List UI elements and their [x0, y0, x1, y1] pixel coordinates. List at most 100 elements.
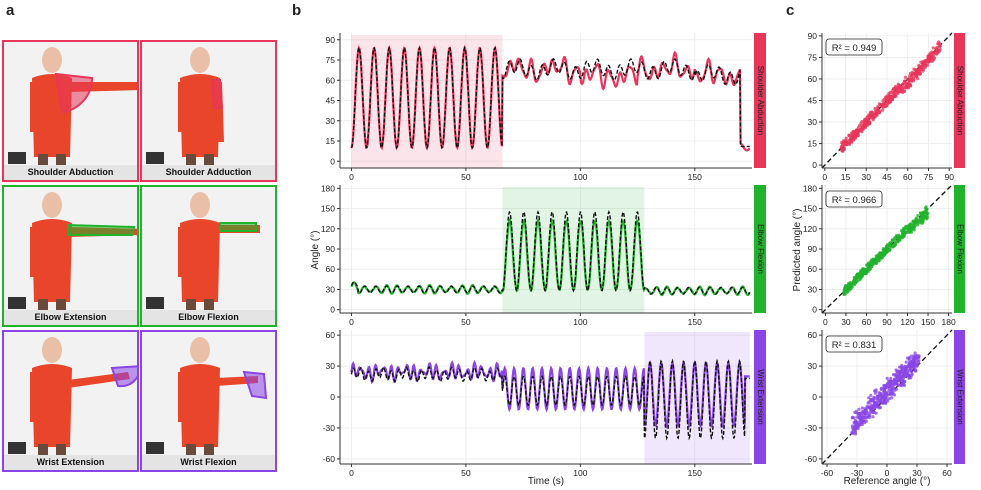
scatter-point: [910, 72, 915, 76]
scatter-point: [884, 395, 888, 399]
scatter-point: [882, 395, 886, 400]
scatter-point: [925, 212, 929, 216]
scatter-point: [855, 133, 859, 138]
scatter-point: [851, 137, 855, 141]
scatter-point: [916, 72, 920, 76]
scatter-point: [902, 81, 906, 85]
leg-right: [204, 299, 214, 313]
scatter-point: [879, 253, 883, 257]
scatter-point: [868, 122, 872, 126]
scatter-point: [850, 424, 855, 428]
scatter-point: [906, 225, 910, 229]
scatter-point: [862, 124, 866, 128]
scatter-point: [877, 259, 881, 263]
r2-box: [825, 38, 883, 56]
scatter-point: [852, 132, 856, 136]
scatter-point: [856, 125, 861, 129]
scatter-point: [858, 412, 862, 416]
panel-label-a: a: [6, 2, 15, 19]
scatter-point: [868, 120, 872, 124]
scatter-point: [921, 213, 925, 217]
scatter-point: [885, 104, 889, 108]
scatter-point: [888, 99, 892, 103]
y-tick-label: 45: [326, 96, 336, 106]
scatter-point: [922, 60, 926, 64]
scatter-point: [920, 65, 924, 69]
scatter-point: [852, 281, 856, 285]
scatter-point: [866, 123, 870, 127]
scatter-point: [908, 83, 912, 87]
scatter-point: [916, 220, 920, 224]
scatter-point: [850, 416, 855, 420]
scatter-point: [891, 392, 895, 396]
scatter-point: [867, 119, 871, 123]
scatter-point: [871, 260, 875, 264]
scatter-point: [889, 100, 893, 104]
scatter-point: [857, 278, 861, 282]
scatter-point: [907, 356, 912, 361]
scatter-point: [892, 242, 896, 246]
scatter-point: [903, 379, 907, 384]
scatter-point: [859, 420, 863, 424]
scatter-point: [899, 235, 904, 239]
leg-right: [56, 299, 66, 313]
scatter-point: [903, 372, 907, 376]
scatter-point: [862, 121, 867, 125]
scatter-point: [906, 371, 910, 375]
scatter-point: [905, 373, 909, 377]
scatter-point: [915, 362, 919, 366]
y-tick-label: 60: [326, 330, 336, 340]
active-region: [351, 35, 503, 168]
scatter-point: [847, 281, 851, 286]
scatter-point: [885, 249, 889, 253]
x-tick-label: 90: [882, 317, 892, 327]
scatter-point: [878, 391, 883, 395]
scatter-point: [935, 45, 939, 49]
scatter-point: [917, 361, 921, 365]
x-tick-label: 150: [688, 468, 702, 478]
scatter-point: [857, 128, 861, 132]
scatter-point: [890, 238, 895, 242]
scatter-point: [879, 397, 884, 401]
scatter-point: [861, 267, 865, 272]
scatter-point: [866, 121, 870, 125]
x-tick-label: 15: [841, 172, 851, 182]
scatter-point: [872, 260, 876, 264]
scatter-point: [875, 401, 879, 405]
scatter-point: [878, 258, 882, 262]
leg-right: [204, 444, 214, 458]
scatter-point: [919, 68, 923, 72]
scatter-point: [844, 139, 848, 143]
scatter-point: [899, 383, 903, 387]
scatter-chart-1: R² = 0.966 0 30 60 90 120 150 180 0 30 60 90 120 150 1…: [803, 183, 965, 327]
scatter-point: [902, 234, 906, 238]
scatter-point: [847, 285, 851, 289]
scatter-point: [869, 260, 873, 264]
scatter-point: [855, 128, 859, 132]
scatter-point: [867, 266, 871, 270]
chair: [146, 442, 164, 454]
scatter-point: [894, 387, 899, 391]
scatter-point: [871, 115, 875, 119]
scatter-point: [937, 44, 942, 49]
scatter-point: [859, 269, 863, 273]
scatter-point: [878, 254, 882, 259]
scatter-point: [889, 391, 894, 395]
scatter-point: [903, 231, 907, 235]
scatter-point: [910, 74, 914, 78]
scatter-point: [921, 215, 925, 219]
scatter-point: [858, 275, 862, 279]
scatter-point: [888, 90, 892, 94]
photo-caption: Wrist Extension: [4, 455, 137, 470]
scatter-point: [898, 87, 902, 91]
scatter-point: [869, 393, 873, 397]
r2-label: R² = 0.831: [832, 340, 877, 351]
scatter-point: [855, 133, 860, 137]
scatter-point: [864, 122, 868, 126]
scatter-point: [919, 211, 923, 215]
x-tick-label: 50: [461, 468, 471, 478]
x-tick-label: 75: [924, 172, 934, 182]
scatter-point: [908, 222, 913, 226]
scatter-point: [858, 411, 863, 415]
scatter-point: [889, 388, 893, 392]
